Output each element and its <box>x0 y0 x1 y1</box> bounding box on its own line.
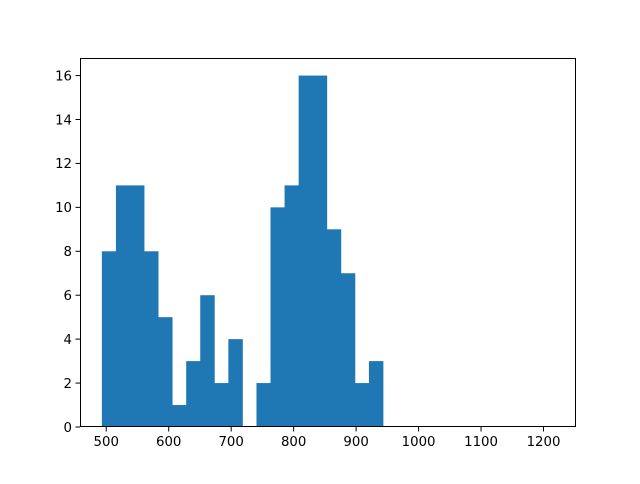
histogram-bar <box>129 185 145 427</box>
histogram-bar <box>200 295 215 427</box>
bars-group <box>101 75 384 427</box>
y-tick-label: 14 <box>55 113 72 128</box>
y-tick-label: 2 <box>64 377 72 392</box>
histogram-bar <box>144 251 159 427</box>
y-tick-label: 0 <box>64 421 72 436</box>
histogram-bar <box>368 361 384 427</box>
x-tick-label: 600 <box>156 435 181 450</box>
y-axis: 0 2 4 6 8 10 12 14 16 <box>55 69 80 436</box>
y-tick-label: 12 <box>55 157 72 172</box>
x-axis: 500 600 700 800 900 1000 1100 1200 <box>94 427 561 450</box>
histogram-bar <box>186 361 201 427</box>
histogram-bar <box>354 383 370 427</box>
x-tick-label: 900 <box>343 435 368 450</box>
y-tick-label: 16 <box>55 69 72 84</box>
histogram-bar <box>158 317 173 427</box>
histogram-bar <box>172 405 187 427</box>
y-tick-label: 6 <box>64 289 72 304</box>
x-tick-label: 1000 <box>402 435 436 450</box>
histogram-bar <box>270 207 285 427</box>
y-tick-label: 8 <box>64 245 72 260</box>
plot-frame <box>80 58 576 427</box>
histogram-bar <box>284 185 300 427</box>
x-tick-label: 500 <box>94 435 119 450</box>
histogram-bar <box>312 75 328 427</box>
histogram-bar <box>340 273 356 427</box>
histogram-bar <box>115 185 131 427</box>
x-tick-label: 1200 <box>527 435 561 450</box>
histogram-bar <box>101 251 117 427</box>
histogram-bar <box>228 339 243 427</box>
histogram-bar <box>298 75 314 427</box>
y-tick-label: 4 <box>64 333 72 348</box>
histogram-bar <box>214 383 229 427</box>
x-tick-label: 700 <box>218 435 243 450</box>
histogram-bar <box>326 229 342 427</box>
y-tick-label: 10 <box>55 201 72 216</box>
histogram-bar <box>256 383 271 427</box>
x-tick-label: 800 <box>281 435 306 450</box>
x-tick-label: 1100 <box>464 435 498 450</box>
